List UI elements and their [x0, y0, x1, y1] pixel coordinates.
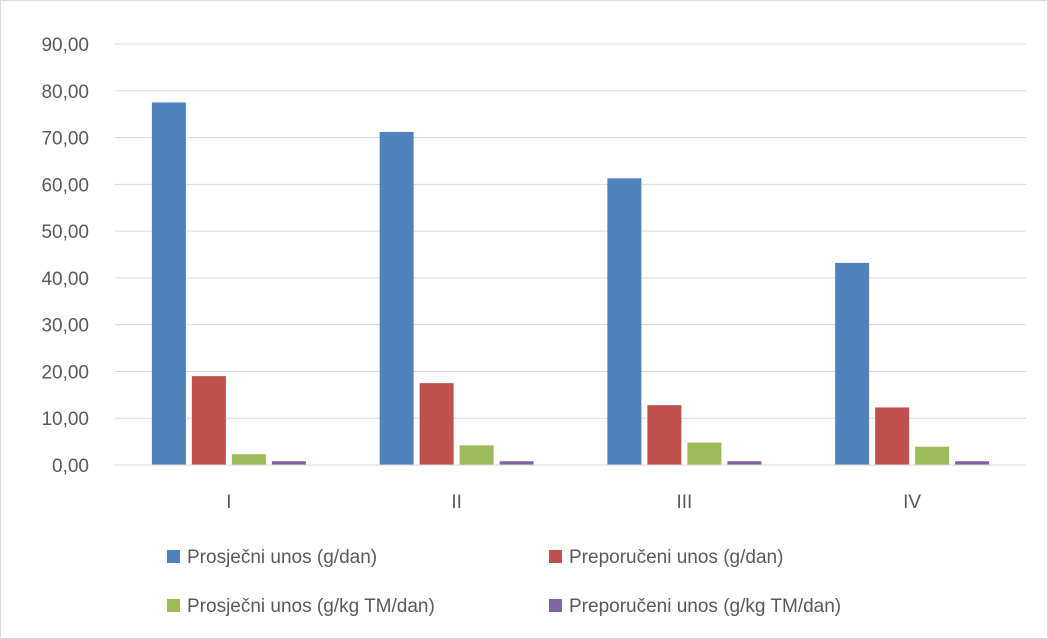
legend-label: Preporučeni unos (g/kg TM/dan): [569, 596, 841, 617]
bar-1-III: [607, 178, 642, 465]
y-tick-label: 20,00: [41, 362, 89, 383]
y-tick-label: 40,00: [41, 269, 89, 290]
y-tick-label: 10,00: [41, 409, 89, 430]
bar-3-II: [459, 445, 494, 465]
y-tick-label: 70,00: [41, 129, 89, 150]
bar-4-II: [499, 461, 534, 465]
legend-item: Prosječni unos (g/kg TM/dan): [167, 596, 435, 617]
x-tick-label: II: [451, 492, 462, 513]
y-tick-label: 30,00: [41, 316, 89, 337]
y-tick-label: 0,00: [52, 456, 89, 477]
gridlines: [115, 43, 1026, 419]
bar-4-IV: [955, 461, 990, 465]
legend-label: Preporučeni unos (g/dan): [569, 547, 783, 568]
bar-4-III: [727, 461, 762, 465]
legend-swatch: [167, 599, 180, 612]
bar-2-IV: [875, 407, 910, 465]
legend-swatch: [167, 550, 180, 563]
y-tick-label: 80,00: [41, 82, 89, 103]
x-tick-label: III: [676, 492, 692, 513]
bar-1-II: [379, 131, 414, 466]
y-tick-label: 90,00: [41, 35, 89, 56]
x-tick-label: IV: [903, 492, 921, 513]
legend-label: Prosječni unos (g/kg TM/dan): [187, 596, 435, 617]
x-tick-label: I: [226, 492, 231, 513]
legend: Prosječni unos (g/dan) Preporučeni unos (…: [167, 547, 841, 617]
y-tick-label: 60,00: [41, 175, 89, 196]
x-axis-tick-labels: I II III IV: [226, 492, 921, 513]
legend-label: Prosječni unos (g/dan): [187, 547, 377, 568]
legend-swatch: [549, 599, 562, 612]
y-axis-tick-labels: 0,00 10,00 20,00 30,00 40,00 50,00 60,00 70,00 8…: [41, 35, 89, 477]
legend-swatch: [549, 550, 562, 563]
bar-1-I: [151, 102, 186, 465]
legend-item: Preporučeni unos (g/dan): [549, 547, 783, 568]
bar-2-I: [191, 376, 226, 465]
bar-3-III: [687, 442, 722, 465]
y-tick-label: 50,00: [41, 222, 89, 243]
bar-3-IV: [915, 446, 950, 465]
bar-2-II: [419, 383, 454, 465]
bar-2-III: [647, 405, 682, 465]
bar-1-IV: [835, 262, 870, 465]
bars: [151, 102, 990, 466]
bar-3-I: [231, 454, 266, 465]
bar-4-I: [271, 461, 306, 465]
legend-item: Prosječni unos (g/dan): [167, 547, 377, 568]
legend-item: Preporučeni unos (g/kg TM/dan): [549, 596, 841, 617]
